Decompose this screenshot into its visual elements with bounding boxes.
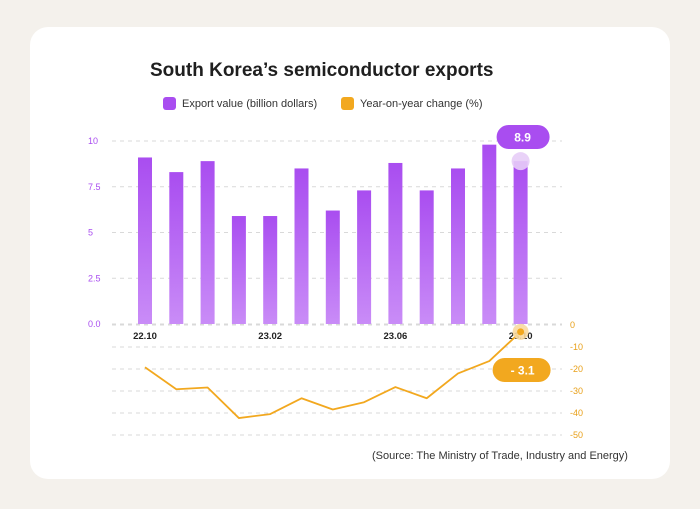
y-left-tick-label: 7.5 [88, 182, 101, 192]
bar [357, 190, 372, 324]
y-right-tick-label: -50 [570, 430, 583, 440]
legend-label-export-value: Export value (billion dollars) [182, 97, 318, 110]
y-left-tick-label: 5 [88, 228, 93, 238]
bar [482, 144, 497, 324]
bar [451, 168, 465, 324]
bar-callout-badge [496, 125, 550, 149]
x-tick-label: 22.10 [133, 331, 157, 342]
y-left-tick-label: 2.5 [88, 273, 101, 283]
y-right-tick-label: -40 [570, 408, 583, 418]
bar-callout-value: 8.9 [514, 131, 531, 145]
y-left-tick-label: 0.0 [88, 319, 101, 329]
bar-highlight-halo [511, 152, 530, 171]
bar [138, 157, 152, 324]
y-right-tick-label: -30 [570, 386, 583, 396]
legend-swatch-purple [163, 97, 176, 110]
bar [169, 172, 184, 324]
bar [231, 216, 246, 324]
chart-title: South Korea’s semiconductor exports [150, 60, 494, 81]
line-callout-badge [492, 358, 551, 382]
bar [263, 216, 278, 324]
legend-swatch-orange [341, 97, 354, 110]
legend-item-export-value: Export value (billion dollars) [163, 97, 317, 110]
y-right-tick-label: -10 [570, 342, 583, 352]
bar [200, 161, 215, 324]
legend-item-yoy-change: Year-on-year change (%) [341, 97, 483, 110]
bar [388, 162, 403, 324]
legend-label-yoy-change: Year-on-year change (%) [360, 97, 483, 110]
bar [513, 161, 528, 324]
y-right-tick-label: 0 [570, 320, 575, 330]
bar [419, 190, 434, 324]
y-left-tick-label: 10 [88, 136, 98, 146]
y-right-tick-label: -20 [570, 364, 583, 374]
bar [294, 168, 309, 324]
line-callout-value: - 3.1 [511, 364, 535, 378]
line-series-yoy [144, 331, 522, 419]
bar [325, 210, 340, 324]
line-last-point [517, 328, 525, 336]
source-note: (Source: The Ministry of Trade, Industry… [372, 450, 628, 462]
x-tick-label: 23.06 [384, 331, 408, 342]
x-tick-label: 23.02 [258, 331, 282, 342]
